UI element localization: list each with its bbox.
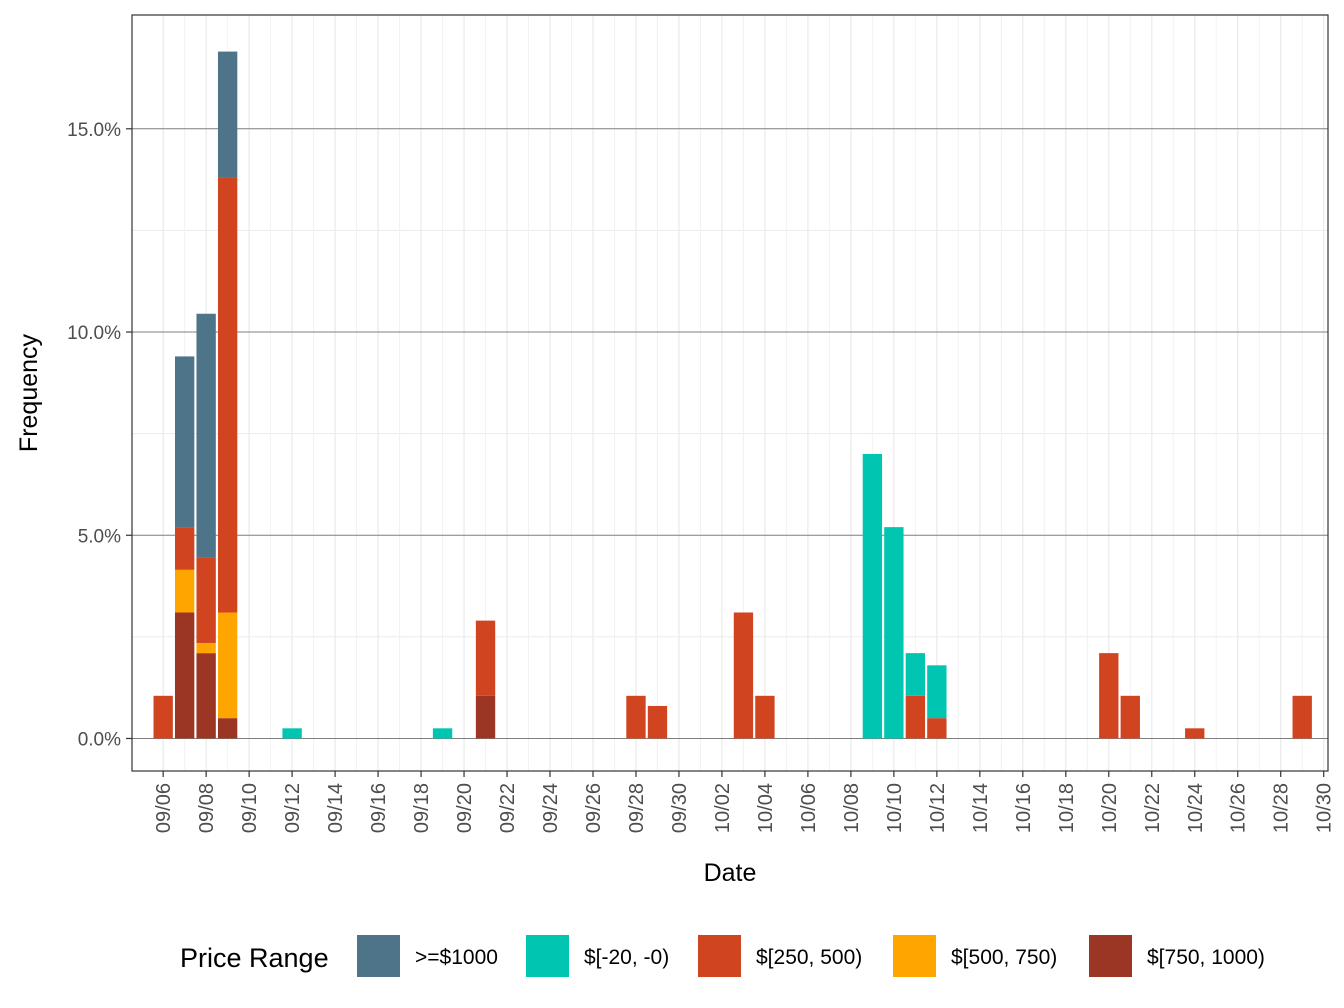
bar-segment xyxy=(647,705,668,739)
bar-segment xyxy=(217,177,238,613)
x-tick-label: 10/20 xyxy=(1099,783,1121,833)
x-tick-label: 09/16 xyxy=(368,783,390,833)
bar-segment xyxy=(196,642,216,654)
x-tick-label: 10/16 xyxy=(1013,783,1035,833)
bar-segment xyxy=(217,51,238,178)
x-tick-label: 10/26 xyxy=(1228,783,1250,833)
x-tick-label: 09/30 xyxy=(669,783,691,833)
x-tick-label: 10/28 xyxy=(1271,783,1293,833)
x-tick-label: 10/10 xyxy=(884,783,906,833)
y-tick-label: 5.0% xyxy=(78,526,121,547)
x-tick-label: 10/22 xyxy=(1142,783,1164,833)
bar-segment xyxy=(432,728,453,739)
bar-segment xyxy=(1099,653,1119,739)
panel-border xyxy=(131,14,1329,772)
bar-segment xyxy=(733,612,754,739)
x-tick-label: 10/06 xyxy=(798,783,820,833)
bar-segment xyxy=(927,718,947,739)
x-axis-title: Date xyxy=(704,859,757,887)
bar-segment xyxy=(153,695,173,739)
bar-segment xyxy=(905,653,926,696)
y-axis-title: Frequency xyxy=(15,333,43,452)
legend-key xyxy=(357,935,400,977)
x-tick-label: 09/12 xyxy=(282,783,304,833)
legend-label: $[500, 750) xyxy=(951,946,1057,969)
x-tick-label: 10/12 xyxy=(927,783,949,833)
bar-segment xyxy=(475,620,496,696)
x-tick-label: 09/22 xyxy=(497,783,519,833)
x-tick-label: 09/20 xyxy=(454,783,476,833)
bar-segment xyxy=(1120,695,1140,739)
x-axis: 09/06 09/08 09/10 09/12 09/14 09/16 09/18 09/20… xyxy=(153,771,1336,833)
legend-key xyxy=(893,935,936,977)
bar-segment xyxy=(217,718,238,739)
legend-key xyxy=(526,935,569,977)
legend-label: $[750, 1000) xyxy=(1147,946,1265,969)
legend-title: Price Range xyxy=(180,943,329,973)
x-tick-label: 09/08 xyxy=(196,783,218,833)
bar-segment xyxy=(174,612,195,739)
x-tick-label: 09/24 xyxy=(540,783,562,833)
bars xyxy=(153,51,1312,739)
grid xyxy=(132,15,1328,771)
bar-segment xyxy=(1292,695,1312,739)
x-tick-label: 09/18 xyxy=(411,783,433,833)
bar-segment xyxy=(905,695,926,739)
x-tick-label: 10/02 xyxy=(712,783,734,833)
x-tick-label: 09/14 xyxy=(325,783,347,833)
x-tick-label: 09/26 xyxy=(583,783,605,833)
x-tick-label: 09/06 xyxy=(153,783,175,833)
y-tick-label: 0.0% xyxy=(78,729,121,750)
x-tick-label: 10/30 xyxy=(1314,783,1336,833)
bar-segment xyxy=(174,569,195,613)
legend-key xyxy=(698,935,741,977)
x-tick-label: 10/04 xyxy=(755,783,777,833)
x-tick-label: 09/28 xyxy=(626,783,648,833)
x-tick-label: 10/24 xyxy=(1185,783,1207,833)
x-tick-label: 10/14 xyxy=(970,783,992,833)
legend: Price Range >=$1000 $[-20, -0) $[250, 500)… xyxy=(180,935,1265,977)
legend-label: >=$1000 xyxy=(415,946,498,969)
bar-segment xyxy=(196,653,216,739)
y-tick-label: 10.0% xyxy=(67,323,121,344)
legend-label: $[-20, -0) xyxy=(584,946,669,969)
bar-segment xyxy=(1185,728,1205,739)
x-tick-label: 10/18 xyxy=(1056,783,1078,833)
bar-segment xyxy=(626,695,646,739)
bar-segment xyxy=(174,356,195,528)
bar-segment xyxy=(927,665,947,719)
x-tick-label: 10/08 xyxy=(841,783,863,833)
bar-segment xyxy=(196,557,216,643)
y-tick-label: 15.0% xyxy=(67,120,121,141)
bar-segment xyxy=(755,695,775,739)
bar-segment xyxy=(282,728,302,739)
y-axis: 0.0% 5.0% 10.0% 15.0% xyxy=(67,120,132,750)
x-tick-label: 09/10 xyxy=(239,783,261,833)
bar-segment xyxy=(196,313,216,558)
bar-segment xyxy=(475,695,496,739)
legend-key xyxy=(1089,935,1132,977)
legend-label: $[250, 500) xyxy=(756,946,862,969)
bar-segment xyxy=(217,612,238,719)
bar-segment xyxy=(174,527,195,570)
bar-segment xyxy=(884,527,904,739)
bar-segment xyxy=(862,453,883,739)
